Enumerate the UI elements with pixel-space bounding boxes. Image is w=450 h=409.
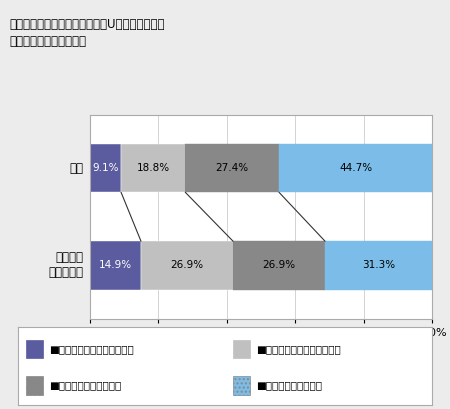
Bar	[121, 144, 185, 192]
FancyBboxPatch shape	[233, 376, 250, 395]
Text: 31.3%: 31.3%	[362, 261, 395, 270]
Bar	[325, 241, 432, 290]
Text: 26.9%: 26.9%	[171, 261, 203, 270]
FancyBboxPatch shape	[26, 376, 43, 395]
Bar	[233, 241, 325, 290]
FancyBboxPatch shape	[233, 339, 250, 358]
Bar	[141, 241, 233, 290]
Bar	[90, 144, 121, 192]
Bar	[90, 241, 141, 290]
Bar	[185, 144, 279, 192]
Text: ■少し意識するようになった: ■少し意識するようになった	[256, 344, 341, 354]
Text: ■強く意識するようになった: ■強く意識するようになった	[49, 344, 134, 354]
Text: 26.9%: 26.9%	[262, 261, 296, 270]
FancyBboxPatch shape	[26, 339, 43, 358]
Text: 44.7%: 44.7%	[339, 163, 372, 173]
Text: 18.8%: 18.8%	[137, 163, 170, 173]
Text: 14.9%: 14.9%	[99, 261, 132, 270]
Bar	[279, 144, 432, 192]
Text: ■あまり意識していない: ■あまり意識していない	[49, 380, 122, 391]
Text: 意識するようになったか: 意識するようになったか	[9, 35, 86, 48]
Text: ■全く意識していない: ■全く意識していない	[256, 380, 322, 391]
Text: 9.1%: 9.1%	[92, 163, 119, 173]
Text: 震災の影響により、地元就職（Uターン含む）を: 震災の影響により、地元就職（Uターン含む）を	[9, 18, 165, 31]
Text: 27.4%: 27.4%	[216, 163, 249, 173]
